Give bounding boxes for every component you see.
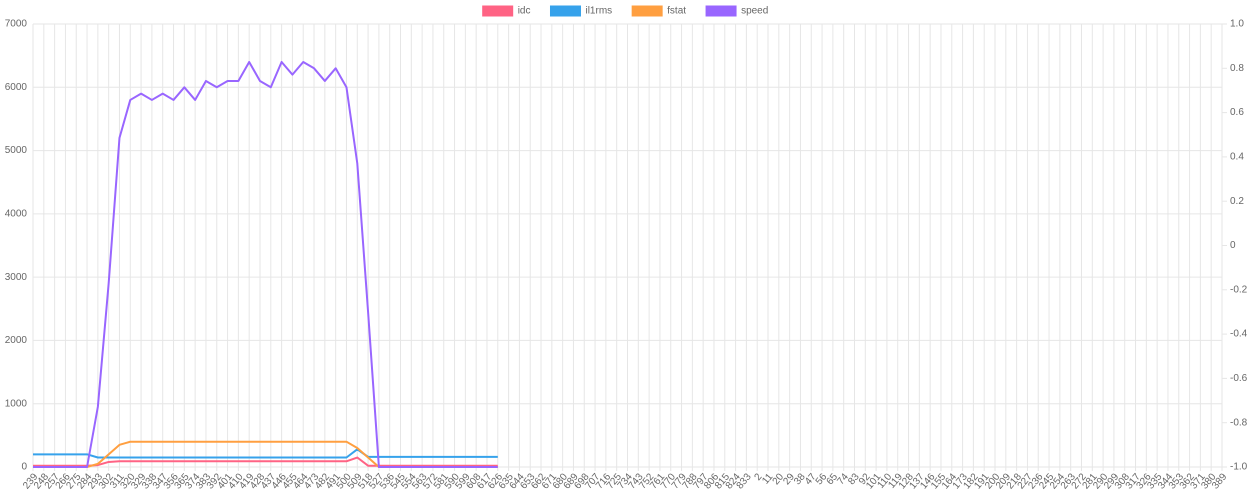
legend-label: il1rms — [585, 6, 612, 17]
y2-tick-label: -0.2 — [1230, 284, 1248, 295]
legend-item: il1rms — [549, 5, 612, 17]
y-tick-label: 7000 — [5, 19, 28, 30]
legend-swatch — [549, 5, 581, 17]
legend-item: fstat — [631, 5, 686, 17]
y2-tick-label: 0 — [1230, 240, 1236, 251]
y2-tick-label: -0.4 — [1230, 329, 1248, 340]
legend-label: speed — [741, 6, 768, 17]
y-tick-label: 4000 — [5, 208, 28, 219]
y2-tick-label: 1.0 — [1230, 19, 1244, 30]
legend: idc il1rms fstat speed — [482, 5, 768, 17]
line-series — [33, 456, 498, 467]
y2-tick-label: -0.6 — [1230, 373, 1248, 384]
y2-tick-label: 0.6 — [1230, 107, 1244, 118]
y2-tick-label: -0.8 — [1230, 417, 1248, 428]
y-tick-label: 0 — [21, 462, 27, 473]
y2-tick-label: 0.2 — [1230, 196, 1244, 207]
legend-swatch — [631, 5, 663, 17]
legend-label: fstat — [667, 6, 686, 17]
y-tick-label: 6000 — [5, 82, 28, 93]
y-tick-label: 3000 — [5, 272, 28, 283]
y-tick-label: 1000 — [5, 398, 28, 409]
y2-tick-label: -1.0 — [1230, 462, 1248, 473]
legend-item: idc — [482, 5, 531, 17]
legend-swatch — [705, 5, 737, 17]
y-tick-label: 2000 — [5, 335, 28, 346]
line-series — [33, 60, 498, 468]
legend-label: idc — [518, 6, 531, 17]
y2-tick-label: 0.4 — [1230, 152, 1244, 163]
y2-tick-label: 0.8 — [1230, 63, 1244, 74]
x-tick-label: 2 — [753, 471, 765, 483]
y-tick-label: 5000 — [5, 145, 28, 156]
legend-swatch — [482, 5, 514, 17]
legend-item: speed — [705, 5, 768, 17]
line-series — [33, 448, 498, 459]
